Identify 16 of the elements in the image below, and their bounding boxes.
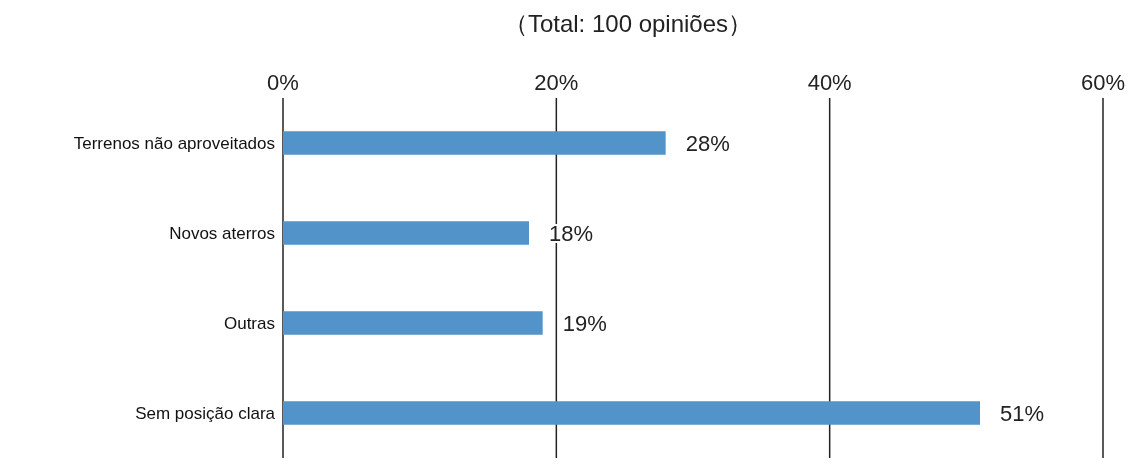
bar <box>283 311 543 335</box>
bar <box>283 221 529 245</box>
x-tick-label: 40% <box>807 70 852 95</box>
bar <box>283 131 666 155</box>
data-label: 19% <box>562 310 607 336</box>
y-tick-label: Outras <box>223 314 275 334</box>
y-tick-label: Novos aterros <box>169 224 275 244</box>
bar <box>283 401 980 425</box>
y-tick-label: Terrenos não aproveitados <box>73 134 275 154</box>
x-tick-label: 20% <box>534 70 579 95</box>
x-tick-label: 60% <box>1080 70 1126 95</box>
data-label: 28% <box>685 130 730 156</box>
chart-title: （Total: 100 opiniões） <box>502 9 754 39</box>
y-tick-label: Sem posição clara <box>135 404 276 424</box>
data-label: 51% <box>1000 400 1045 426</box>
x-tick-label: 0% <box>267 70 299 95</box>
